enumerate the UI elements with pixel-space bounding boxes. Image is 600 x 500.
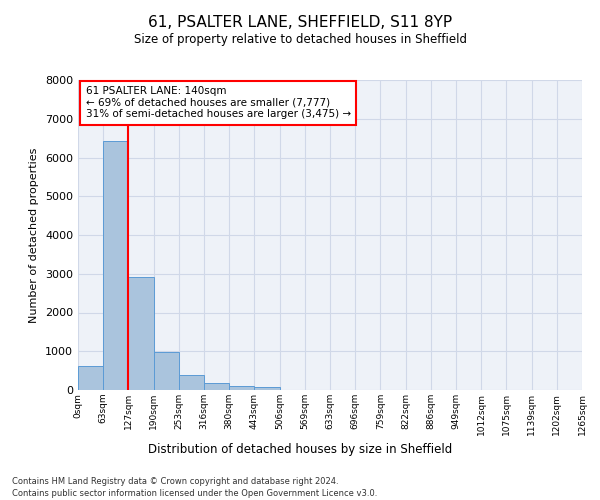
Bar	[229, 386, 254, 390]
Bar	[128, 277, 154, 390]
Bar	[204, 384, 229, 390]
Bar	[254, 388, 280, 390]
Bar	[103, 141, 128, 390]
Y-axis label: Number of detached properties: Number of detached properties	[29, 148, 40, 322]
Bar	[78, 366, 103, 390]
Text: Contains HM Land Registry data © Crown copyright and database right 2024.: Contains HM Land Registry data © Crown c…	[12, 478, 338, 486]
Text: 61, PSALTER LANE, SHEFFIELD, S11 8YP: 61, PSALTER LANE, SHEFFIELD, S11 8YP	[148, 15, 452, 30]
Bar	[179, 376, 204, 390]
Bar	[154, 352, 179, 390]
Text: Size of property relative to detached houses in Sheffield: Size of property relative to detached ho…	[133, 32, 467, 46]
Text: Distribution of detached houses by size in Sheffield: Distribution of detached houses by size …	[148, 442, 452, 456]
Text: Contains public sector information licensed under the Open Government Licence v3: Contains public sector information licen…	[12, 489, 377, 498]
Text: 61 PSALTER LANE: 140sqm
← 69% of detached houses are smaller (7,777)
31% of semi: 61 PSALTER LANE: 140sqm ← 69% of detache…	[86, 86, 350, 120]
